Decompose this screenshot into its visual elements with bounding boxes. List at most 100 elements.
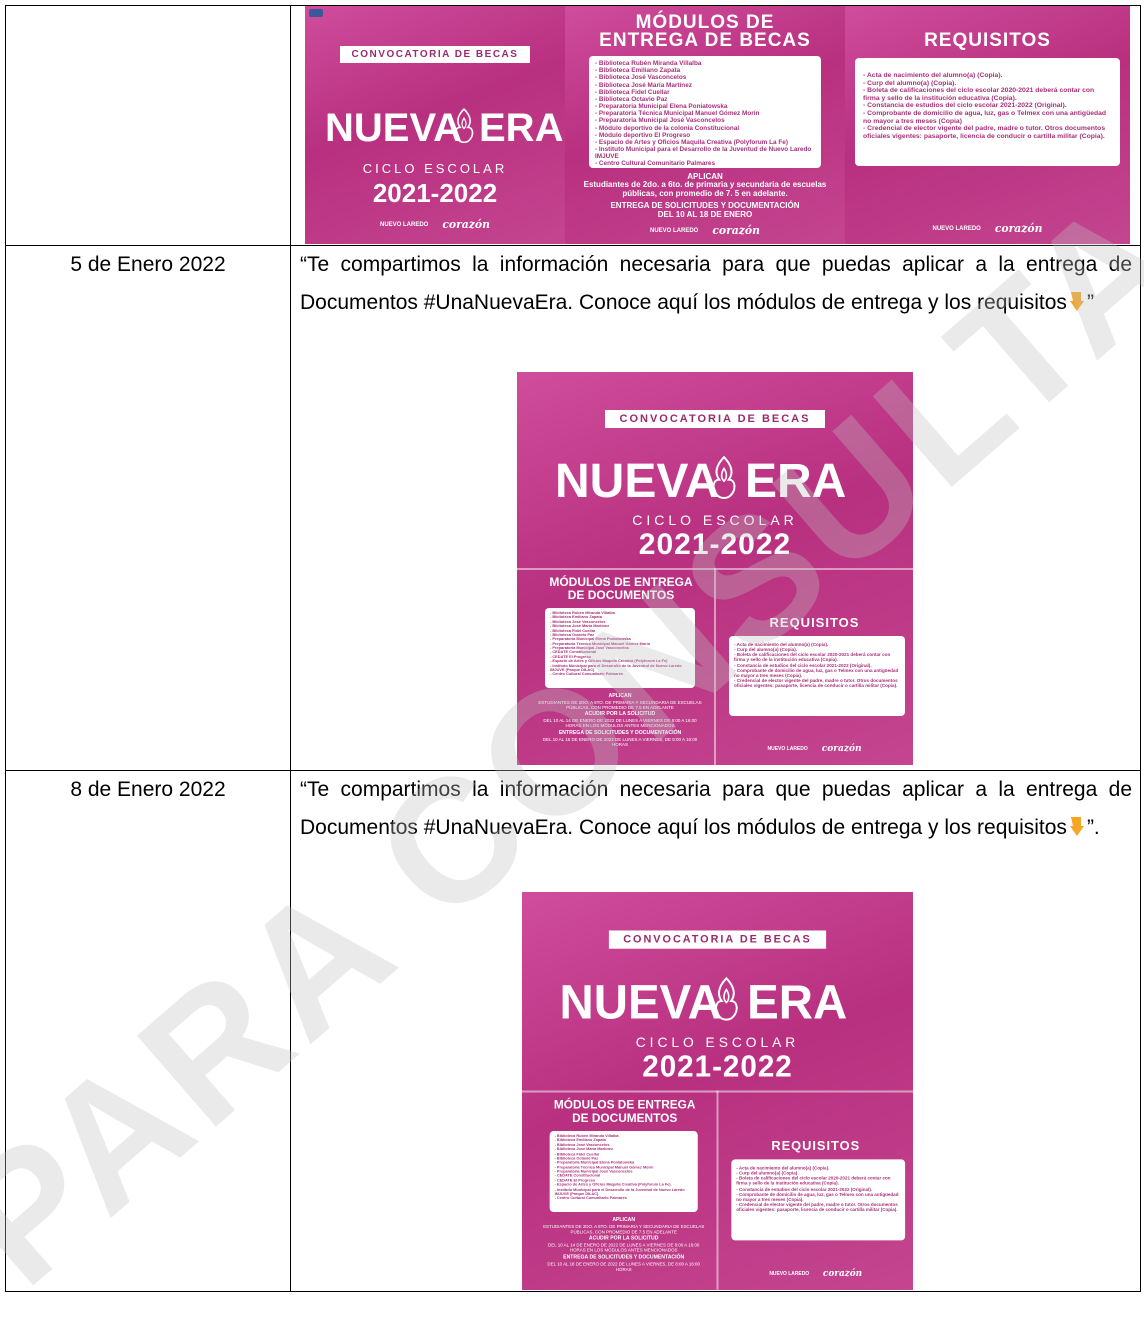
modulo-item: - Biblioteca José María Martínez <box>554 1146 613 1152</box>
post-text: “Te compartimos la información necesaria… <box>300 246 1132 322</box>
cycle-label: CICLO ESCOLAR <box>362 161 508 176</box>
modulo-item: - Preparatoria Técnica Municipal Manuel … <box>550 640 651 646</box>
modulos-title: ENTREGA DE BECAS <box>599 30 811 51</box>
modulo-item: - CEDATE Constitucional <box>554 1172 601 1178</box>
modulo-item: - Biblioteca Rubén Miranda Villalba <box>550 610 615 615</box>
requisito-item: - Curp del alumno(a) (Copia). <box>734 647 798 653</box>
modulos-title: DE DOCUMENTOS <box>572 1110 678 1125</box>
page: { "watermark": "PARA CONSULTA", "table":… <box>0 5 1144 1322</box>
date: 8 de Enero 2022 <box>70 778 226 801</box>
poster-heading: CONVOCATORIA DE BECAS <box>340 46 530 63</box>
requisito-item: - Acta de nacimiento del alumno(a) (Copi… <box>736 1165 830 1171</box>
note: ENTREGA DE SOLICITUDES Y DOCUMENTACIÓN <box>558 729 682 736</box>
requisito-item: - Constancia de estudios del ciclo escol… <box>734 662 872 668</box>
requisito-item: - Credencial de elector vigente del padr… <box>863 125 1106 140</box>
hand-emoji <box>1067 812 1087 836</box>
requisito-item: - Comprobante de domicilio de agua, luz,… <box>734 667 899 678</box>
cycle-label: CICLO ESCOLAR <box>632 512 798 528</box>
border <box>5 770 1141 771</box>
logos: NUEVO LAREDO corazón <box>845 222 1130 235</box>
note: DEL 10 AL 18 DE ENERO DE 2022 DE LUNES A… <box>542 736 698 747</box>
apply-text: Estudiantes de 2do. a 6to. de primaria y… <box>583 180 827 198</box>
modulo-item: - Preparatoria Municipal José Vasconcelo… <box>595 117 725 125</box>
modulos-title: MÓDULOS DE ENTREGA <box>549 575 693 589</box>
brand-left: NUEVA <box>555 455 720 508</box>
post-text-end: ”. <box>1086 816 1100 839</box>
poster-requisitos: REQUISITOS - Acta de nacimiento del alumn… <box>845 6 1130 244</box>
modulo-item: - Espacio de Artes y Oficios Maquila Cre… <box>550 658 668 664</box>
divider <box>714 568 716 765</box>
modulos-title: MÓDULOS DE <box>635 12 775 33</box>
requisito-item: - Credencial de elector vigente del padr… <box>736 1201 898 1213</box>
border <box>5 245 1141 246</box>
post-image: CONVOCATORIA DE BECAS NUEVA ERA CICLO ESCOL… <box>522 892 913 1290</box>
modulo-item: - Preparatoria Técnica Municipal Manuel … <box>595 110 760 118</box>
modulo-item: - Biblioteca Emiliano Zapata <box>550 614 602 620</box>
cycle-label: CICLO ESCOLAR <box>635 1033 800 1050</box>
border <box>5 5 6 1292</box>
modulo-item: - Biblioteca Emiliano Zapata <box>554 1137 606 1143</box>
modulo-item: - Biblioteca Rubén Miranda Villalba <box>595 60 702 67</box>
requisitos-title: REQUISITOS <box>924 30 1051 51</box>
modulo-item: - Biblioteca Fidel Cuellar <box>554 1150 600 1156</box>
note: ENTREGA DE SOLICITUDES Y DOCUMENTACIÓN <box>563 1254 685 1261</box>
post-text-body: “Te compartimos la información necesaria… <box>300 253 1132 314</box>
logo-city: NUEVO LAREDO <box>650 227 699 234</box>
modulo-item: - Módulo deportivo El Progreso <box>595 131 691 139</box>
modulo-item: - CEDATE El Progreso <box>550 653 592 659</box>
requisito-item: - Acta de nacimiento del alumno(a) (Copi… <box>863 72 1003 79</box>
flame-icon <box>711 973 743 1026</box>
modulo-item: - Biblioteca Fidel Cuellar <box>595 88 670 96</box>
logo-slogan: corazón <box>712 224 760 237</box>
modulo-item: - Biblioteca Rubén Miranda Villalba <box>554 1133 619 1139</box>
modulo-item: - Centro Cultural Comunitario Palmares <box>550 671 624 677</box>
border <box>5 5 1141 6</box>
requisito-item: - Acta de nacimiento del alumno(a) (Copi… <box>734 642 829 647</box>
modulo-item: - Biblioteca José María Martínez <box>550 623 610 629</box>
post-text-body: “Te compartimos la información necesaria… <box>300 778 1132 839</box>
modulo-item: - Biblioteca Octavio Paz <box>595 95 668 103</box>
modulo-item: - Preparatoria Municipal Elena Poniatows… <box>550 636 631 642</box>
logos: NUEVO LAREDO corazón <box>718 1269 913 1279</box>
requisitos-box: - Acta de nacimiento del alumno(a) (Copi… <box>855 58 1120 166</box>
logo-slogan: corazón <box>994 222 1043 235</box>
post-text: “Te compartimos la información necesaria… <box>300 771 1132 847</box>
poster: CONVOCATORIA DE BECAS NUEVA ERA CICLO ESCOL… <box>517 372 913 765</box>
logos: NUEVO LAREDO corazón <box>305 218 565 231</box>
modulo-item: - Preparatoria Municipal José Vasconcelo… <box>550 645 629 650</box>
modulo-item: - Centro Cultural Comunitario Palmares <box>595 160 716 168</box>
modulo-item: - Preparatoria Municipal José Vasconcelo… <box>554 1168 633 1174</box>
note: APLICAN <box>608 693 632 699</box>
modulo-item: - Preparatoria Municipal Elena Poniatows… <box>595 103 728 111</box>
modulo-item: - Biblioteca José Vasconcelos <box>595 74 687 82</box>
note: DEL 10 AL 18 DE ENERO DE 2022 DE LUNES A… <box>547 1261 700 1272</box>
date: 5 de Enero 2022 <box>70 253 226 276</box>
note: DEL 10 AL 14 DE ENERO DE 2022 DE LUNES A… <box>548 1242 700 1253</box>
cycle: 2021-2022 <box>638 528 792 561</box>
requisitos-title: REQUISITOS <box>771 1138 861 1154</box>
logos: NUEVO LAREDO corazón <box>565 224 845 237</box>
cycle: 2021-2022 <box>372 178 498 208</box>
modulo-item: - CEDATE Constitucional <box>550 649 597 655</box>
note: ACUDIR POR LA SOLICITUD <box>584 711 656 718</box>
requisito-item: - Boleta de calificaciones del ciclo esc… <box>736 1175 891 1187</box>
poster-modulos: MÓDULOS DE ENTREGA DE BECAS - Biblioteca R… <box>565 6 845 244</box>
poster: CONVOCATORIA DE BECAS NUEVA ERA CICLO ESCOL… <box>522 892 913 1290</box>
requisito-item: - Curp del alumno(a) (Copia). <box>863 79 957 87</box>
poster-convocatoria: CONVOCATORIA DE BECAS NUEVA ERA CICLO ESCOL… <box>305 6 565 244</box>
border <box>1140 5 1141 1292</box>
note: ESTUDIANTES DE 2DO. A 6TO. DE PRIMARIA Y… <box>538 699 702 711</box>
flame-icon <box>708 452 740 504</box>
brand-left: NUEVA <box>325 106 463 150</box>
requisito-item: - Constancia de estudios del ciclo escol… <box>736 1186 873 1192</box>
brand-right: ERA <box>745 455 847 508</box>
requisito-item: - Curp del alumno(a) (Copia). <box>736 1170 799 1176</box>
requisitos-box: - Acta de nacimiento del alumno(a) (Copi… <box>731 1159 906 1241</box>
delivery: ENTREGA DE SOLICITUDES Y DOCUMENTACIÓN D… <box>610 201 800 219</box>
requisito-item: - Credencial de elector vigente del padr… <box>734 677 898 689</box>
modulo-item: - Módulo deportivo de la colonia Constit… <box>595 124 740 132</box>
brand-left: NUEVA <box>559 976 722 1030</box>
modulo-item: - Centro Cultural Comunitario Palmares <box>554 1195 627 1201</box>
table <box>5 5 1141 1292</box>
logos: NUEVO LAREDO corazón <box>716 744 913 754</box>
